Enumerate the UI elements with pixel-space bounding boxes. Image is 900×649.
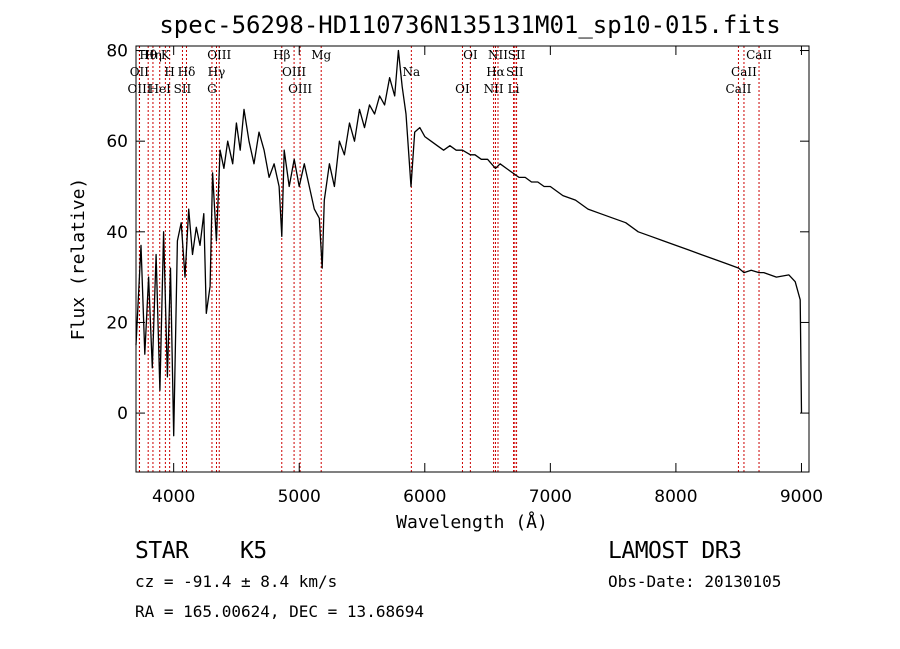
y-tick-label: 80 bbox=[106, 42, 128, 62]
line-label: Hη bbox=[144, 48, 162, 62]
line-label: SII bbox=[506, 65, 524, 79]
line-label: CaII bbox=[731, 65, 757, 79]
redshift-velocity: cz = -91.4 ± 8.4 km/s bbox=[135, 572, 338, 591]
line-label: SII bbox=[508, 48, 526, 62]
x-tick-label: 5000 bbox=[278, 487, 321, 507]
line-label: Hα bbox=[486, 65, 505, 79]
line-label: OIII bbox=[207, 48, 231, 62]
plot-frame bbox=[135, 45, 810, 473]
object-class: STAR bbox=[135, 538, 189, 564]
line-label: OII bbox=[130, 65, 150, 79]
line-label: Hγ bbox=[208, 65, 226, 79]
line-label: Hθ bbox=[139, 48, 157, 62]
line-label: SII bbox=[174, 82, 192, 96]
y-tick-label: 40 bbox=[106, 223, 128, 243]
y-tick-label: 0 bbox=[117, 404, 128, 424]
x-tick-label: 7000 bbox=[529, 487, 572, 507]
line-label: OIII bbox=[127, 82, 151, 96]
line-label: NII bbox=[488, 48, 508, 62]
flux-series-line bbox=[135, 49, 803, 437]
survey-name: LAMOST DR3 bbox=[608, 538, 742, 564]
line-label: Na bbox=[403, 65, 421, 79]
x-tick-label: 6000 bbox=[403, 487, 446, 507]
line-label: H bbox=[164, 65, 174, 79]
chart-title: spec-56298-HD110736N135131M01_sp10-015.f… bbox=[159, 11, 780, 39]
line-label: K bbox=[161, 48, 171, 62]
line-label: G bbox=[207, 82, 217, 96]
line-label: CaII bbox=[746, 48, 772, 62]
line-label: OI bbox=[455, 82, 470, 96]
line-label: OIII bbox=[282, 65, 306, 79]
y-tick-label: 20 bbox=[106, 313, 128, 333]
sky-coordinates: RA = 165.00624, DEC = 13.68694 bbox=[135, 602, 424, 621]
spectral-subclass: K5 bbox=[240, 538, 267, 564]
y-axis-label: Flux (relative) bbox=[68, 178, 89, 341]
line-label: Li bbox=[508, 82, 520, 96]
x-tick-label: 8000 bbox=[654, 487, 697, 507]
line-label: Mg bbox=[311, 48, 331, 62]
line-label: Hδ bbox=[178, 65, 196, 79]
line-label: OIII bbox=[288, 82, 312, 96]
y-tick-label: 60 bbox=[106, 132, 128, 152]
line-label: OI bbox=[463, 48, 478, 62]
line-label: HeI bbox=[149, 82, 172, 96]
line-label: Hβ bbox=[273, 48, 290, 62]
x-tick-label: 9000 bbox=[780, 487, 823, 507]
observation-date: Obs-Date: 20130105 bbox=[608, 572, 782, 591]
line-label: NII bbox=[484, 82, 504, 96]
x-axis-label: Wavelength (Å) bbox=[396, 511, 548, 533]
line-label: CaII bbox=[726, 82, 752, 96]
x-tick-label: 4000 bbox=[152, 487, 195, 507]
